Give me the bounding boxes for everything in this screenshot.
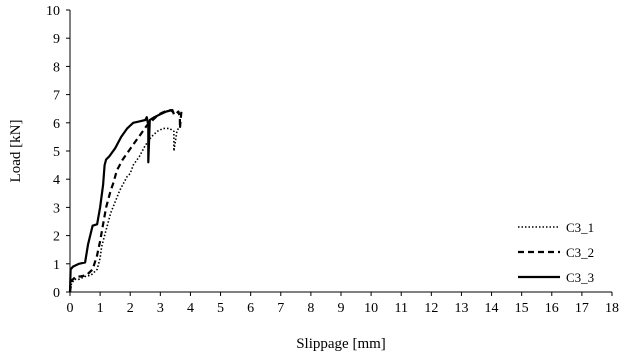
legend-label: C3_1 [566, 220, 594, 235]
x-tick-label: 8 [307, 301, 314, 316]
series-line-c3-2 [68, 108, 183, 293]
y-axis-label: Load [kN] [8, 120, 24, 183]
y-tick-label: 10 [46, 4, 60, 19]
y-axis-ticks: 0 1 2 3 4 5 6 7 8 9 10 [46, 4, 70, 301]
y-tick-label: 0 [53, 286, 60, 301]
y-tick-label: 3 [53, 201, 60, 216]
x-tick-label: 3 [157, 301, 164, 316]
x-tick-label: 16 [545, 301, 559, 316]
axes [69, 10, 612, 293]
x-tick-label: 5 [217, 301, 224, 316]
x-axis-ticks: 0 1 2 3 4 5 6 7 8 9 10 11 12 13 14 15 16 17 18 [67, 292, 619, 316]
x-tick-label: 2 [127, 301, 134, 316]
legend-label: C3_3 [566, 270, 594, 285]
x-tick-label: 4 [187, 301, 194, 316]
x-tick-label: 1 [97, 301, 104, 316]
y-tick-label: 4 [53, 173, 60, 188]
y-tick-label: 1 [53, 258, 60, 273]
legend-label: C3_2 [566, 245, 594, 260]
x-tick-label: 17 [575, 301, 589, 316]
x-tick-label: 6 [247, 301, 254, 316]
y-tick-label: 5 [53, 145, 60, 160]
y-tick-label: 7 [53, 89, 60, 104]
x-tick-label: 11 [394, 301, 407, 316]
x-tick-label: 0 [67, 301, 74, 316]
x-tick-label: 9 [338, 301, 345, 316]
series-line-c3-3 [68, 108, 175, 293]
x-tick-label: 15 [515, 301, 529, 316]
x-tick-label: 18 [605, 301, 619, 316]
legend: C3_1 C3_2 C3_3 [518, 220, 594, 285]
x-tick-label: 10 [364, 301, 378, 316]
series-group [68, 108, 183, 293]
y-tick-label: 8 [53, 60, 60, 75]
y-tick-label: 2 [53, 230, 60, 245]
x-tick-label: 13 [454, 301, 468, 316]
x-tick-label: 12 [424, 301, 438, 316]
series-line-c3-1 [69, 127, 180, 293]
y-tick-label: 9 [53, 32, 60, 47]
y-tick-label: 6 [53, 117, 60, 132]
x-axis-label: Slippage [mm] [296, 336, 386, 352]
x-tick-label: 14 [485, 301, 499, 316]
x-tick-label: 7 [277, 301, 284, 316]
